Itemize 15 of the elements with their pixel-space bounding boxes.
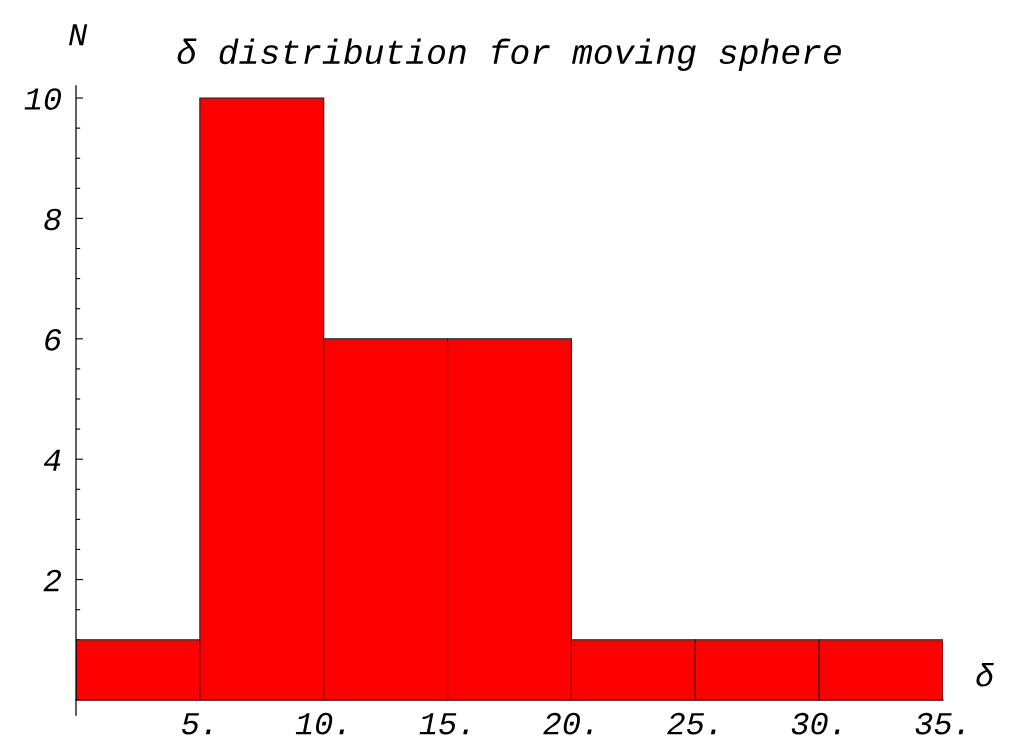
x-tick-label: 35. <box>915 712 964 735</box>
y-tick-label: 6 <box>45 329 62 351</box>
x-tick-label: 15. <box>419 713 468 735</box>
y-axis-title: N <box>69 24 88 46</box>
x-tick-label: 30. <box>791 712 840 735</box>
y-tick-label: 8 <box>44 208 62 231</box>
x-tick-label: 10. <box>295 712 344 735</box>
y-tick-label: 2 <box>43 569 62 592</box>
x-axis-title: δ <box>976 663 994 687</box>
x-tick-label: 25. <box>667 712 716 735</box>
x-tick-label: 5. <box>182 713 211 735</box>
chart-title: δ distribution for moving sphere <box>177 38 841 71</box>
y-tick-label: 10 <box>24 88 62 110</box>
x-tick-label: 20. <box>543 712 592 735</box>
y-tick-label: 4 <box>43 449 61 471</box>
